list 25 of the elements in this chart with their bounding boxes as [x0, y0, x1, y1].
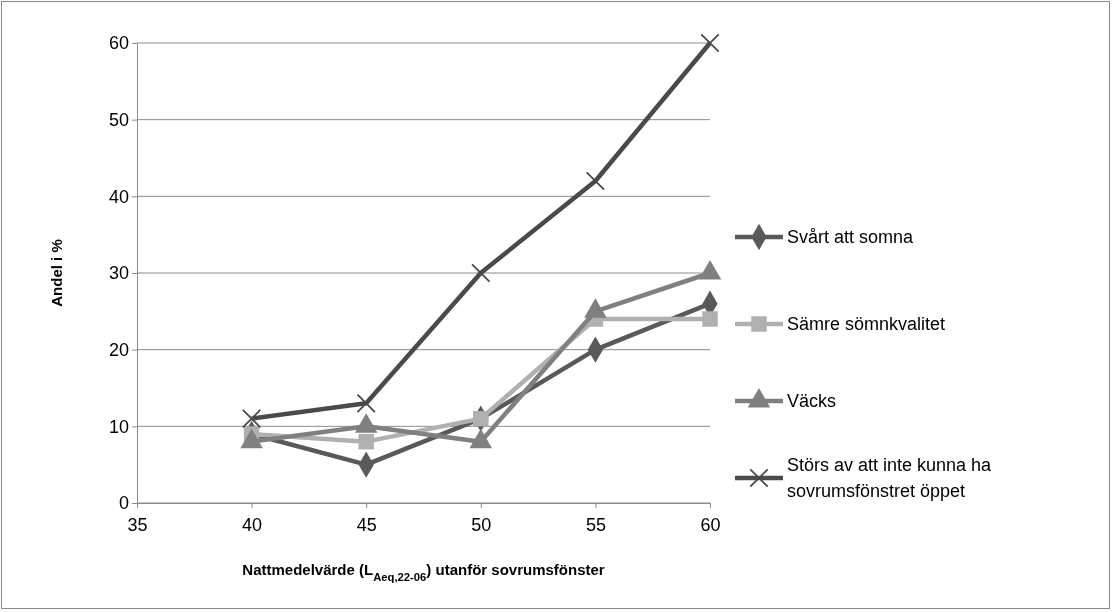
x-tick-label: 50 — [471, 514, 492, 535]
x-tick-label: 35 — [127, 514, 148, 535]
y-tick-label: 20 — [108, 339, 129, 360]
point — [473, 410, 489, 427]
y-tick-label: 40 — [108, 186, 129, 207]
y-tick-label: 30 — [108, 263, 129, 284]
point — [700, 33, 720, 53]
y-tick-label: 60 — [108, 33, 129, 54]
y-tick-label: 10 — [108, 416, 129, 437]
y-axis-title: Andel i % — [48, 239, 65, 307]
x-tick-label: 60 — [700, 514, 721, 535]
legend-label: Svårt att somna — [787, 227, 915, 247]
x-tick-label: 40 — [242, 514, 263, 535]
legend-label: Sämre sömnkvalitet — [787, 314, 946, 334]
legend-label: Väcks — [787, 391, 837, 411]
point — [356, 393, 376, 413]
legend-label: Störs av att inte kunna ha sovrumsfönstret öppet — [787, 455, 993, 501]
y-tick-label: 0 — [118, 493, 129, 514]
point — [358, 433, 374, 450]
x-axis-title: Nattmedelvärde (L$_{Aeq,22-06}$) utanför sovrumsfönster — [242, 561, 605, 583]
x-tick-label: 45 — [356, 514, 377, 535]
y-tick-label: 50 — [108, 109, 129, 130]
point — [241, 409, 262, 429]
x-tick-label: 55 — [585, 514, 606, 535]
point — [702, 311, 718, 327]
